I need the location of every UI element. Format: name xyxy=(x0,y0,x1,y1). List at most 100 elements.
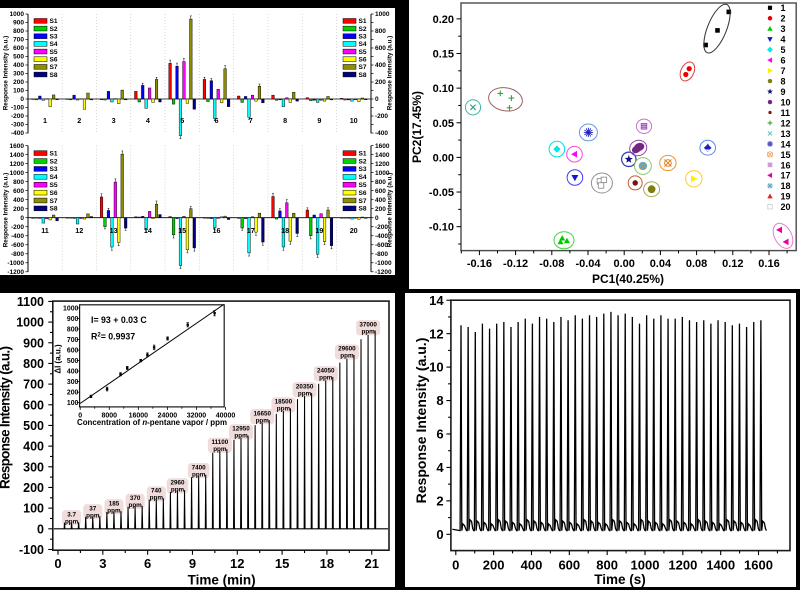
svg-text:ppm: ppm xyxy=(107,508,121,515)
svg-text:7: 7 xyxy=(781,66,786,76)
svg-text:S5: S5 xyxy=(359,182,367,189)
svg-text:S5: S5 xyxy=(50,182,58,189)
svg-text:0.20: 0.20 xyxy=(433,14,454,26)
svg-text:10: 10 xyxy=(350,116,358,125)
svg-text:600: 600 xyxy=(13,188,24,195)
svg-text:12950: 12950 xyxy=(232,426,250,433)
svg-text:400: 400 xyxy=(375,197,386,204)
svg-text:600: 600 xyxy=(375,188,386,195)
svg-text:0: 0 xyxy=(375,215,379,222)
svg-text:17: 17 xyxy=(247,226,255,235)
svg-text:500: 500 xyxy=(67,358,79,365)
svg-text:-100: -100 xyxy=(19,543,44,557)
svg-text:900: 900 xyxy=(13,20,24,27)
svg-text:ppm: ppm xyxy=(256,417,270,424)
svg-text:Time (s): Time (s) xyxy=(594,572,646,587)
svg-text:18: 18 xyxy=(781,181,791,191)
svg-text:-200: -200 xyxy=(11,224,24,231)
svg-text:0.00: 0.00 xyxy=(613,258,634,270)
svg-text:3.7: 3.7 xyxy=(67,511,76,518)
svg-text:16: 16 xyxy=(781,160,791,170)
svg-text:S4: S4 xyxy=(50,174,58,181)
svg-text:-1200: -1200 xyxy=(7,269,24,275)
svg-text:-300: -300 xyxy=(11,122,24,129)
svg-text:8: 8 xyxy=(436,393,443,408)
svg-text:100: 100 xyxy=(13,88,24,95)
svg-text:-400: -400 xyxy=(11,130,24,137)
svg-text:ppm: ppm xyxy=(340,353,354,360)
svg-text:8: 8 xyxy=(283,116,287,125)
svg-text:370: 370 xyxy=(130,495,141,502)
svg-text:S4: S4 xyxy=(359,41,367,48)
svg-text:1200: 1200 xyxy=(10,161,25,168)
svg-text:1000: 1000 xyxy=(375,11,390,18)
svg-text:S7: S7 xyxy=(359,64,367,71)
svg-text:15: 15 xyxy=(178,226,186,235)
svg-text:18500: 18500 xyxy=(275,399,293,406)
svg-text:ΔI (a.u.): ΔI (a.u.) xyxy=(54,344,63,374)
svg-text:16: 16 xyxy=(213,226,221,235)
svg-text:200: 200 xyxy=(67,390,79,397)
svg-text:S4: S4 xyxy=(50,41,58,48)
svg-text:800: 800 xyxy=(67,326,79,333)
svg-text:-0.04: -0.04 xyxy=(575,258,601,270)
svg-text:4: 4 xyxy=(146,116,150,125)
svg-text:S2: S2 xyxy=(359,26,367,33)
svg-text:ppm: ppm xyxy=(171,487,185,494)
svg-text:1600: 1600 xyxy=(10,143,25,150)
svg-text:4: 4 xyxy=(781,35,786,45)
svg-text:400: 400 xyxy=(13,197,24,204)
svg-text:12: 12 xyxy=(429,326,443,341)
svg-text:0: 0 xyxy=(54,556,61,571)
svg-text:1000: 1000 xyxy=(10,11,25,18)
svg-text:-0.10: -0.10 xyxy=(429,222,454,234)
svg-text:1000: 1000 xyxy=(631,558,660,573)
svg-text:600: 600 xyxy=(375,45,386,52)
svg-text:185: 185 xyxy=(109,501,120,508)
svg-text:S3: S3 xyxy=(359,166,367,173)
svg-text:700: 700 xyxy=(13,37,24,44)
svg-text:-0.05: -0.05 xyxy=(429,187,454,199)
svg-text:800: 800 xyxy=(596,558,618,573)
svg-text:-600: -600 xyxy=(11,242,24,249)
svg-text:0.05: 0.05 xyxy=(433,118,454,130)
svg-text:1: 1 xyxy=(781,3,786,13)
svg-text:ppm: ppm xyxy=(213,446,227,453)
svg-text:0.00: 0.00 xyxy=(433,152,454,164)
svg-text:0.04: 0.04 xyxy=(650,258,672,270)
svg-text:Time (min): Time (min) xyxy=(188,573,256,588)
svg-text:ppm: ppm xyxy=(150,495,164,502)
svg-text:-200: -200 xyxy=(375,224,388,231)
svg-text:5: 5 xyxy=(180,116,184,125)
svg-text:S8: S8 xyxy=(50,72,58,79)
svg-text:200: 200 xyxy=(13,79,24,86)
svg-text:1400: 1400 xyxy=(10,152,25,159)
svg-text:600: 600 xyxy=(23,398,44,412)
svg-text:S6: S6 xyxy=(50,57,58,64)
svg-text:32000: 32000 xyxy=(187,412,207,419)
svg-text:18: 18 xyxy=(320,556,334,571)
svg-text:S1: S1 xyxy=(359,18,367,25)
svg-text:100: 100 xyxy=(23,502,44,516)
svg-text:ppm: ppm xyxy=(128,502,142,509)
svg-text:900: 900 xyxy=(67,316,79,323)
svg-text:13: 13 xyxy=(110,226,118,235)
svg-text:0: 0 xyxy=(78,412,82,419)
svg-text:ppm: ppm xyxy=(319,375,333,382)
svg-text:300: 300 xyxy=(13,71,24,78)
svg-text:S3: S3 xyxy=(50,34,58,41)
svg-text:-400: -400 xyxy=(11,233,24,240)
svg-text:ppm: ppm xyxy=(361,329,375,336)
svg-text:11100: 11100 xyxy=(211,439,228,446)
svg-text:ppm: ppm xyxy=(234,433,248,440)
svg-text:8: 8 xyxy=(781,76,786,86)
svg-text:S5: S5 xyxy=(359,49,367,56)
svg-text:600: 600 xyxy=(558,558,580,573)
svg-text:12: 12 xyxy=(781,118,791,128)
svg-text:20350: 20350 xyxy=(296,384,314,391)
svg-text:S4: S4 xyxy=(359,174,367,181)
svg-text:-100: -100 xyxy=(11,105,24,112)
svg-text:0: 0 xyxy=(37,522,44,536)
svg-text:9: 9 xyxy=(189,556,196,571)
svg-text:12: 12 xyxy=(75,226,83,235)
